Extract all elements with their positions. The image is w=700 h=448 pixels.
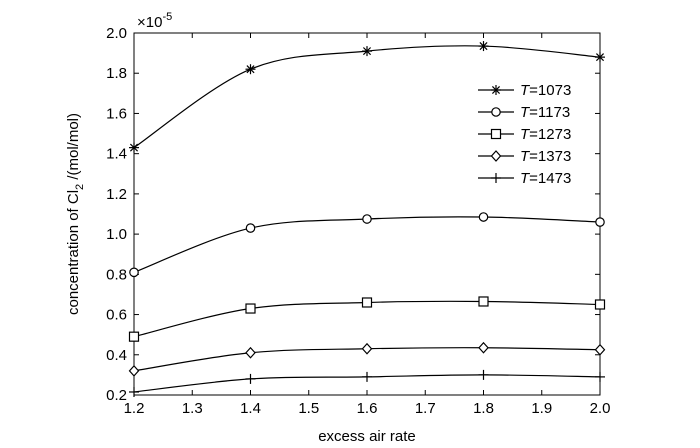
legend-entry: T=1173 — [478, 104, 570, 121]
y-tick-label: 0.4 — [106, 347, 127, 364]
x-tick-label: 1.5 — [298, 400, 319, 417]
data-point — [594, 343, 606, 356]
data-point — [128, 364, 140, 377]
data-point — [478, 41, 489, 52]
data-point — [129, 267, 139, 278]
legend-entry: T=1373 — [478, 148, 571, 165]
y-axis-label: concentration of Cl2 /(mol/mol) — [65, 113, 86, 315]
data-point — [595, 52, 605, 63]
legend-marker — [491, 107, 501, 117]
x-axis-label: excess air rate — [318, 428, 416, 445]
y-tick-label: 2.0 — [106, 25, 127, 42]
legend-label: T=1373 — [520, 148, 571, 165]
data-point — [594, 299, 606, 310]
y-multiplier: ×10-5 — [137, 11, 172, 31]
legend-entry: T=1273 — [478, 126, 571, 143]
legend-entry: T=1473 — [478, 170, 571, 187]
x-tick-label: 1.9 — [531, 400, 552, 417]
data-point — [595, 217, 605, 227]
x-tick-label: 1.7 — [415, 400, 436, 417]
axis-ticks — [133, 32, 601, 396]
y-tick-label: 1.0 — [106, 226, 127, 243]
legend-entry: T=1073 — [478, 82, 571, 99]
legend-label: T=1073 — [520, 82, 571, 99]
data-point — [478, 341, 489, 354]
data-point — [361, 342, 373, 355]
y-tick-label: 1.2 — [106, 186, 127, 203]
x-tick-label: 1.8 — [473, 400, 494, 417]
data-point — [478, 296, 489, 307]
series-line-1 — [133, 216, 601, 273]
data-point — [245, 64, 256, 75]
data-point — [595, 371, 605, 382]
legend-marker — [490, 150, 502, 162]
data-point — [361, 297, 373, 308]
y-tick-label: 0.2 — [106, 387, 127, 404]
legend-marker — [490, 128, 502, 140]
y-tick-label: 1.4 — [106, 146, 127, 163]
data-point — [129, 142, 139, 153]
x-tick-label: 1.2 — [124, 400, 145, 417]
legend-label: T=1473 — [520, 170, 571, 187]
data-point — [245, 373, 256, 384]
legend-marker — [491, 173, 501, 183]
legend: T=1073 T=1173 T=1273 T=1373 T=1473 — [478, 82, 571, 187]
x-tick-label: 2.0 — [590, 400, 611, 417]
legend-label: T=1173 — [520, 104, 570, 121]
y-tick-label: 0.8 — [106, 266, 127, 283]
data-point — [245, 346, 256, 359]
data-point — [362, 371, 372, 382]
data-point — [129, 386, 139, 397]
x-tick-label: 1.4 — [240, 400, 261, 417]
data-point — [362, 46, 372, 57]
y-tick-label: 1.6 — [106, 105, 127, 122]
y-tick-labels: 0.2 0.4 0.6 0.8 1.0 1.2 1.4 1.6 1.8 2.0 — [106, 25, 127, 404]
x-tick-labels: 1.2 1.3 1.4 1.5 1.6 1.7 1.8 1.9 2.0 — [124, 400, 611, 417]
data-point — [362, 214, 372, 224]
legend-marker — [491, 85, 501, 95]
data-point — [478, 212, 489, 222]
data-point — [478, 369, 489, 380]
legend-label: T=1273 — [520, 126, 571, 143]
series-markers — [128, 41, 606, 397]
data-point — [128, 331, 140, 342]
x-tick-label: 1.6 — [357, 400, 378, 417]
data-point — [245, 303, 256, 314]
y-tick-label: 0.6 — [106, 307, 127, 324]
x-tick-label: 1.3 — [182, 400, 203, 417]
data-point — [245, 223, 256, 233]
y-tick-label: 1.8 — [106, 65, 127, 82]
